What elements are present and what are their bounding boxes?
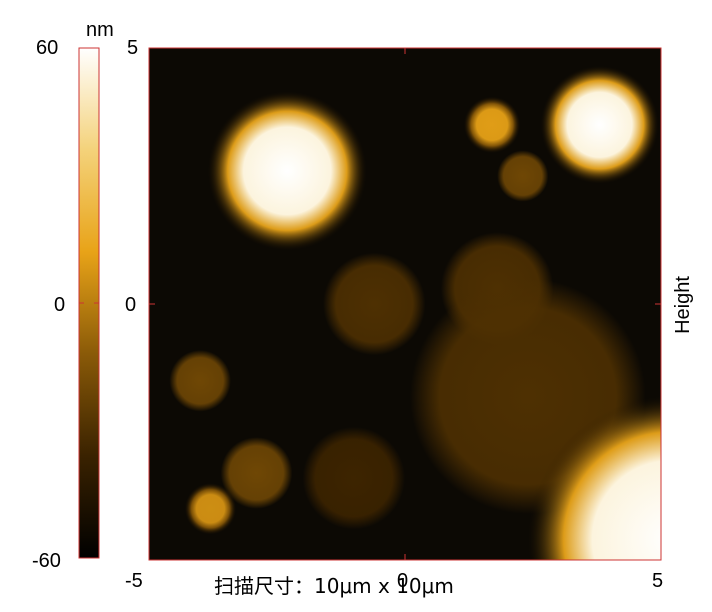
colorbar-ticks (79, 47, 99, 559)
y-tick-zero: 0 (125, 294, 137, 316)
colorbar-tick-min: -60 (32, 550, 61, 572)
height-bump (527, 396, 661, 560)
height-pit (220, 437, 293, 509)
x-tick-min: -5 (125, 570, 143, 592)
height-pit (497, 150, 549, 202)
y-tick-max: 5 (127, 37, 139, 59)
scan-size-caption: 扫描尺寸：10μm x 10μm (214, 576, 454, 597)
heatmap-plot (149, 48, 661, 560)
height-pit (302, 426, 405, 530)
colorbar-unit-label: nm (86, 19, 114, 41)
y-axis-label: Height (672, 276, 694, 334)
height-bump (540, 65, 659, 184)
height-bump (184, 483, 237, 535)
height-pit (169, 350, 231, 412)
colorbar-tick-max: 60 (36, 37, 59, 59)
x-tick-zero: 0 (397, 570, 409, 592)
height-pit (323, 252, 426, 356)
scan-size-text: 扫描尺寸：10μm x 10μm (214, 574, 454, 598)
height-bump (463, 96, 521, 153)
axis-ticks (149, 47, 661, 560)
colorbar-tick-zero: 0 (54, 294, 66, 316)
x-tick-max: 5 (652, 570, 664, 592)
height-bump (207, 91, 367, 251)
